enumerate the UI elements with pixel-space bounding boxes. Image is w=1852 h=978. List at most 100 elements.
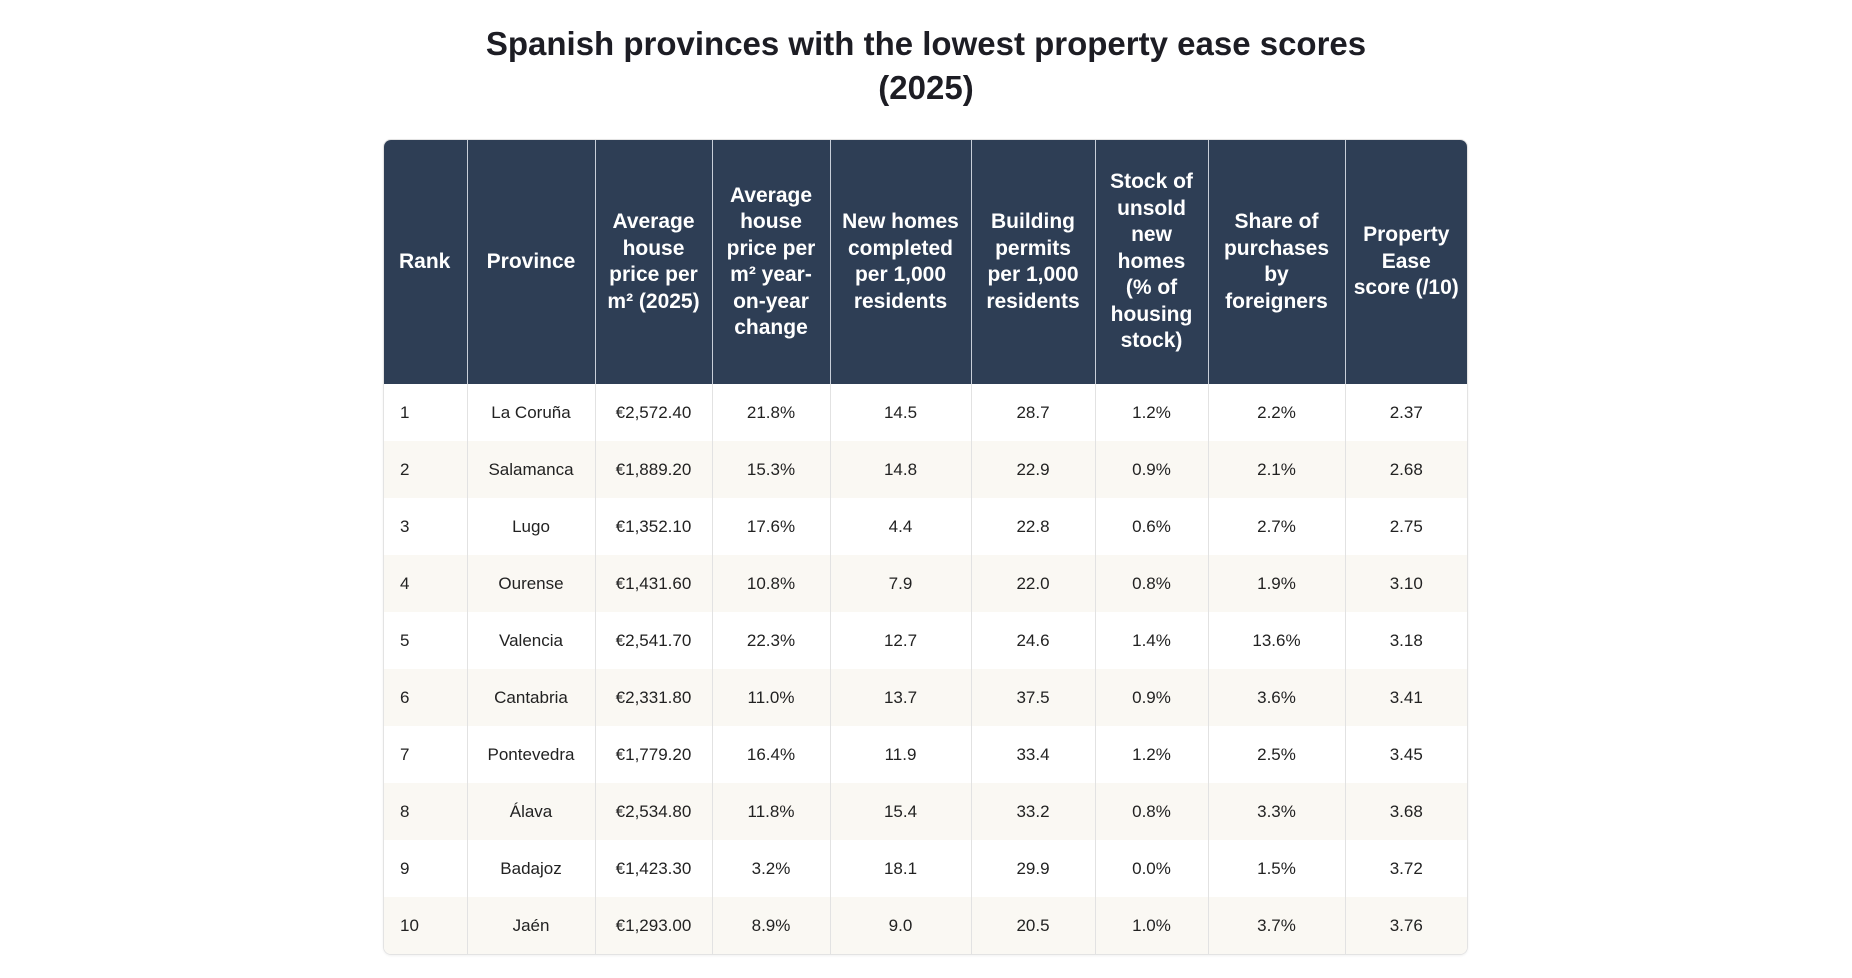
table-cell: 11.9 [830,726,972,783]
table-cell: 0.9% [1095,441,1209,498]
table-cell: 28.7 [971,384,1096,441]
table-row: 3 Lugo €1,352.10 17.6% 4.4 22.8 0.6% 2.7% 2.75 [384,498,1467,555]
table-cell: 8 [384,783,468,840]
table-cell: 2 [384,441,468,498]
table-row: 1 La Coruña €2,572.40 21.8% 14.5 28.7 1.2% 2.2%… [384,384,1467,441]
table-cell: 1.0% [1095,897,1209,954]
table-cell: Ourense [467,555,596,612]
column-header: Share of purchases by foreigners [1208,140,1346,384]
table-cell: 9.0 [830,897,972,954]
table-cell: 3.18 [1389,630,1423,650]
table-cell: 0.8% [1095,555,1209,612]
table-row: 4 Ourense €1,431.60 10.8% 7.9 22.0 0.8% 1.9% 3.1… [384,555,1467,612]
table-cell: Cantabria [467,669,596,726]
table-cell: 24.6 [971,612,1096,669]
table-cell: 14.8 [830,441,972,498]
table-cell: 1.4% [1095,612,1209,669]
table-cell: 13.6% [1208,612,1346,669]
table-cell: €1,889.20 [595,441,713,498]
table-cell: €2,331.80 [595,669,713,726]
column-header: Rank [384,140,468,384]
table-cell: 9 [384,840,468,897]
table-cell: Valencia [467,612,596,669]
table-cell: 3.7% [1208,897,1346,954]
table-cell: 22.8 [971,498,1096,555]
table-cell: 0.9% [1095,669,1209,726]
table-cell: 4.4 [830,498,972,555]
table-cell: 3 [384,498,468,555]
table-cell: Pontevedra [467,726,596,783]
table-row: 10 Jaén €1,293.00 8.9% 9.0 20.5 1.0% 3.7% 3.76 [384,897,1467,954]
table-cell: 2.5% [1208,726,1346,783]
table-cell: 33.2 [971,783,1096,840]
table-cell: 21.8% [712,384,831,441]
table-cell: 3.76 [1345,897,1467,954]
table-cell: 3.41 [1345,669,1467,726]
table-cell: 5 [384,612,468,669]
table-cell: 2.1% [1208,441,1346,498]
table-cell: Lugo [467,498,596,555]
table-cell: 11.8% [712,783,831,840]
column-header: Average house price per m² year-on-year … [712,140,831,384]
table-cell: 29.9 [971,840,1096,897]
table-cell: 10 [384,897,468,954]
table-cell: 8.9% [712,897,831,954]
provinces-table: Rank Province Average house price per m² (… [384,140,1467,954]
page-title: Spanish provinces with the lowest proper… [0,22,1852,110]
table-cell: €1,779.20 [595,726,713,783]
table-cell: 37.5 [971,669,1096,726]
table-cell: 3.3% [1208,783,1346,840]
table-cell: Salamanca [467,441,596,498]
table-cell: 15.4 [830,783,972,840]
table-cell: €2,534.80 [595,783,713,840]
table-cell: Badajoz [467,840,596,897]
table-cell: €1,352.10 [595,498,713,555]
table-cell: €1,431.60 [595,555,713,612]
table-header-row: Rank Province Average house price per m² (… [384,140,1467,384]
table-cell: 6 [384,669,468,726]
table-cell: 1.5% [1208,840,1346,897]
table-cell: 3.72 [1389,858,1423,878]
table-row: 2 Salamanca €1,889.20 15.3% 14.8 22.9 0.9% 2.1%… [384,441,1467,498]
table-row: 5 Valencia €2,541.70 22.3% 12.7 24.6 1.4% 13.6%… [384,612,1467,669]
table-cell: €1,293.00 [595,897,713,954]
table-cell: 2.37 [1389,402,1423,422]
table-cell: 0.6% [1095,498,1209,555]
table-cell: 2.68 [1345,441,1467,498]
table-cell: 0.0% [1095,840,1209,897]
column-header: Property Ease score (/10) [1345,140,1467,384]
column-header: New homes completed per 1,000 residents [830,140,972,384]
table-cell: 7 [384,726,468,783]
table-cell: 15.3% [712,441,831,498]
table-cell: 11.0% [712,669,831,726]
table-cell: 33.4 [971,726,1096,783]
table-cell: 22.9 [971,441,1096,498]
table-cell: 3.2% [712,840,831,897]
table-cell: 17.6% [712,498,831,555]
table-cell: €2,572.40 [595,384,713,441]
table-cell: 7.9 [830,555,972,612]
table-cell: €1,423.30 [595,840,713,897]
table-cell: 22.3% [712,612,831,669]
column-header: Average house price per m² (2025) [595,140,713,384]
table-row: 7 Pontevedra €1,779.20 16.4% 11.9 33.4 1.2% 2.5… [384,726,1467,783]
table-cell: 16.4% [712,726,831,783]
table-cell: 3.10 [1345,555,1467,612]
table-cell: 0.8% [1095,783,1209,840]
table-cell: 1.2% [1095,726,1209,783]
table-cell: €2,541.70 [595,612,713,669]
table-cell: Jaén [467,897,596,954]
table-cell: Álava [467,783,596,840]
page-title-text: Spanish provinces with the lowest proper… [485,25,1367,106]
table-body: 1 La Coruña €2,572.40 21.8% 14.5 28.7 1.2% 2.2%… [384,384,1467,954]
column-header: Stock of unsold new homes (% of housing … [1095,140,1209,384]
table-row: 9 Badajoz €1,423.30 3.2% 18.1 29.9 0.0% 1.5% 3.7… [384,840,1467,897]
table-cell: 4 [384,555,468,612]
column-header: Province [467,140,596,384]
table-cell: 3.45 [1389,744,1423,764]
table-cell: 3.68 [1345,783,1467,840]
table-cell: 10.8% [712,555,831,612]
table-cell: 14.5 [830,384,972,441]
table-cell: 20.5 [971,897,1096,954]
table-cell: 2.75 [1389,516,1423,536]
